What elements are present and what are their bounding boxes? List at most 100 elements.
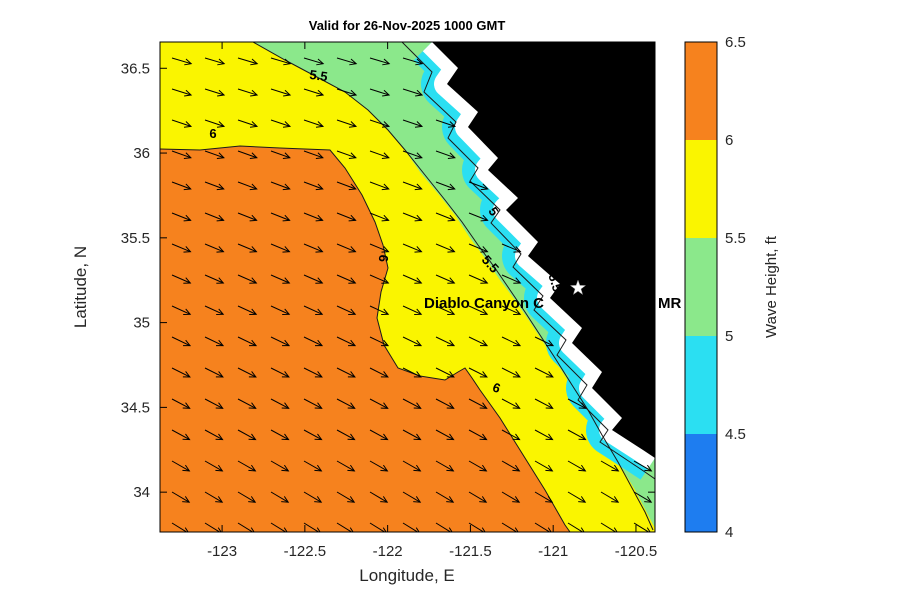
x-axis-ticks: -123 -122.5 -122 -121.5 -121 -120.5	[207, 42, 657, 560]
wave-arrow	[402, 150, 423, 159]
station-marker-star-icon	[569, 279, 587, 296]
contour-label: 6	[491, 379, 503, 396]
wave-arrow-head	[314, 433, 323, 441]
wave-arrow-head	[382, 527, 387, 532]
wave-arrow-head	[216, 214, 225, 222]
wave-arrow	[369, 57, 390, 65]
wave-arrow-head	[644, 496, 653, 503]
wave-arrow	[468, 274, 488, 284]
wave-arrow	[336, 212, 356, 221]
colorbar-tick-label: 4.5	[725, 426, 746, 443]
wave-arrow	[171, 398, 190, 409]
wave-arrow-head	[216, 246, 225, 253]
wave-arrow-head	[315, 246, 324, 253]
wave-arrow-head	[348, 121, 358, 128]
wave-arrow	[270, 305, 290, 315]
wave-arrow-head	[514, 527, 519, 532]
wave-arrow-head	[315, 152, 324, 159]
wave-arrow	[237, 398, 256, 409]
wave-arrow-head	[216, 183, 225, 191]
contour-line-5ft	[401, 42, 655, 480]
contour-label: 6	[376, 254, 392, 263]
land-region	[432, 42, 655, 458]
wave-arrow-head	[316, 89, 325, 97]
wave-arrow	[402, 398, 421, 409]
wave-arrow	[237, 57, 258, 65]
wave-arrow	[336, 305, 356, 315]
wave-arrow-head	[283, 58, 292, 66]
wave-arrow	[534, 460, 553, 472]
wave-arrow-head	[282, 339, 291, 347]
wave-arrow-head	[546, 339, 555, 347]
wave-arrow-head	[547, 527, 552, 532]
wave-arrow-head	[382, 89, 391, 97]
wave-arrow-head	[381, 308, 390, 315]
wave-arrow-head	[446, 402, 455, 409]
wave-arrow-head	[348, 214, 357, 222]
wave-arrow-head	[380, 433, 389, 441]
x-tick-label: -120.5	[615, 543, 658, 560]
wave-arrow	[303, 88, 324, 96]
wave-arrow-head	[183, 183, 192, 191]
wave-arrow	[567, 491, 586, 503]
wave-arrow-head	[545, 464, 554, 472]
wave-arrow-head	[184, 58, 193, 66]
wave-arrow-head	[512, 496, 521, 503]
wave-arrow	[270, 243, 290, 253]
wave-arrow	[303, 491, 322, 503]
wave-arrow	[402, 429, 421, 441]
wave-arrow	[501, 429, 520, 441]
wave-arrow	[237, 212, 257, 221]
wave-arrow	[336, 429, 355, 441]
wave-arrow-head	[479, 433, 488, 441]
wave-arrow-head	[348, 246, 357, 253]
wave-arrow	[204, 491, 223, 503]
x-axis-label: Longitude, E	[359, 566, 454, 585]
wave-arrow	[303, 336, 323, 347]
wave-arrow-head	[545, 433, 554, 441]
wave-arrow-head	[348, 152, 357, 159]
wave-arrow	[303, 150, 324, 159]
wave-arrow	[435, 181, 455, 190]
wave-arrow	[402, 119, 423, 127]
colorbar-tick-label: 5	[725, 328, 733, 345]
y-tick-label: 34.5	[121, 399, 150, 416]
wave-arrow-head	[414, 183, 423, 191]
wave-arrow	[204, 274, 224, 284]
colorbar-tick-label: 5.5	[725, 230, 746, 247]
wave-arrow	[369, 119, 390, 127]
wave-arrow-head	[446, 433, 455, 441]
wave-arrow-head	[248, 402, 257, 409]
y-axis-ticks: 34 34.5 35 35.5 36 36.5	[121, 60, 655, 501]
wave-arrow-head	[413, 464, 422, 472]
wave-arrow-head	[611, 464, 620, 472]
colorbar-tick-label: 6	[725, 132, 733, 149]
wave-arrow	[171, 57, 192, 65]
wave-arrow-head	[413, 371, 422, 378]
wave-arrow	[435, 491, 454, 503]
wave-arrow-head	[249, 246, 258, 253]
wave-arrow-head	[249, 121, 259, 128]
wave-arrow	[435, 243, 455, 253]
colorbar-ticks: 4 4.5 5 5.5 6 6.5	[725, 34, 746, 541]
wave-arrow-head	[447, 183, 456, 191]
wave-arrow-head	[480, 339, 489, 347]
wave-arrow-head	[380, 496, 389, 503]
wave-arrow-head	[215, 371, 224, 378]
wave-arrow-head	[216, 308, 225, 315]
station-label-left: Diablo Canyon C	[424, 295, 544, 312]
wave-arrow-head	[481, 527, 486, 532]
wave-arrow-head	[545, 496, 554, 503]
wave-arrow-head	[578, 464, 587, 472]
wave-arrow-head	[248, 433, 257, 441]
wave-arrow	[303, 119, 324, 127]
wave-arrow	[567, 460, 586, 472]
wave-arrow-head	[281, 371, 290, 378]
wave-arrow	[270, 181, 290, 190]
wave-arrow	[270, 460, 289, 472]
wave-arrow	[303, 398, 322, 409]
wave-arrow-head	[282, 214, 291, 222]
wave-arrow	[171, 181, 191, 190]
wave-arrow-head	[216, 152, 225, 159]
